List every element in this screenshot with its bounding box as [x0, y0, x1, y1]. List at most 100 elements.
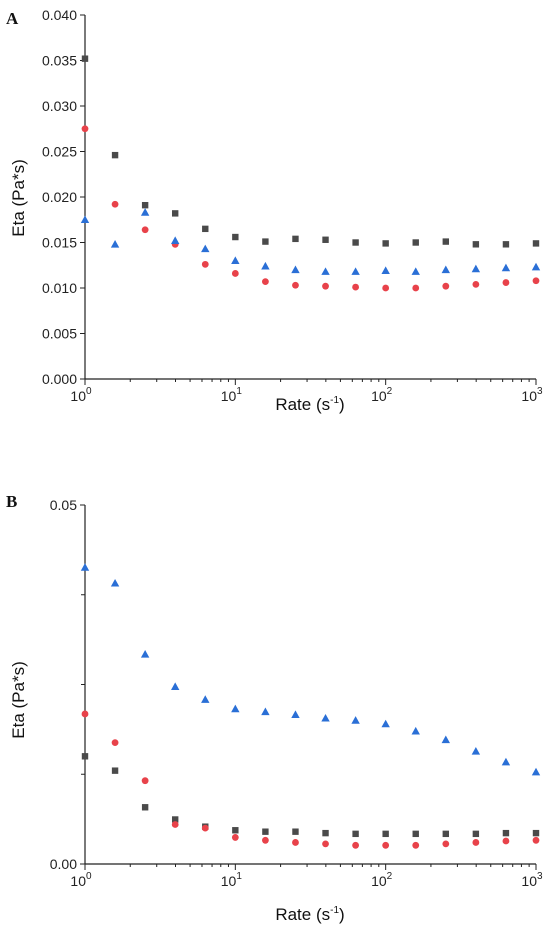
data-point-triangle: [501, 263, 511, 272]
data-point-triangle: [381, 266, 390, 275]
data-point-circle: [262, 836, 269, 844]
data-point-triangle: [110, 578, 120, 587]
data-point-square: [472, 241, 480, 248]
data-point-triangle: [501, 757, 511, 766]
data-point-triangle: [80, 563, 90, 571]
chart-panel-b: B 0.00 0.05 100 101 102 103 Rate (s-1) Eta (P…: [6, 492, 543, 924]
axes-a: 0.000 0.005 0.010 0.015 0.020 0.025 0.030 0.035…: [42, 7, 543, 404]
data-point-triangle: [471, 264, 481, 273]
y-tick-label: 0.025: [42, 144, 77, 160]
data-point-triangle: [321, 267, 330, 275]
data-point-square: [81, 753, 89, 760]
data-point-square: [472, 830, 480, 838]
y-tick-label: 0.015: [42, 235, 77, 251]
data-point-square: [202, 225, 209, 233]
data-point-circle: [141, 226, 149, 234]
x-tick-label: 103: [521, 386, 543, 404]
data-point-triangle: [531, 767, 541, 776]
chart-panel-a: A 0.0000.0050.0100.0150.0200.0250.0300.0…: [6, 7, 543, 414]
data-point-circle: [502, 837, 510, 845]
data-point-circle: [231, 270, 239, 277]
data-point-triangle: [321, 713, 330, 722]
data-point-square: [352, 239, 359, 246]
data-point-circle: [322, 282, 329, 290]
data-point-square: [141, 201, 149, 209]
data-point-square: [502, 241, 510, 248]
data-point-triangle: [140, 208, 150, 216]
x-tick-label: 101: [221, 871, 243, 889]
data-point-triangle: [411, 267, 420, 275]
data-point-square: [352, 830, 359, 838]
axes-b: 0.00 0.05 100 101 102 103: [50, 497, 543, 889]
x-tick-label: 102: [371, 871, 393, 889]
x-axis-label-a: Rate (s-1): [275, 395, 344, 414]
data-point-circle: [141, 777, 149, 785]
data-point-circle: [472, 280, 480, 288]
data-point-circle: [81, 125, 89, 133]
data-point-square: [532, 829, 540, 837]
data-point-circle: [292, 839, 299, 846]
data-point-triangle: [381, 719, 390, 728]
data-point-triangle: [201, 244, 210, 253]
data-point-circle: [352, 841, 360, 849]
data-point-square: [412, 239, 419, 246]
data-point-triangle: [140, 650, 150, 658]
data-point-triangle: [231, 704, 240, 713]
y-tick-label: 0.035: [42, 53, 77, 69]
data-point-triangle: [441, 735, 451, 744]
data-point-circle: [201, 260, 209, 268]
y-tick-label: 0.005: [42, 326, 77, 342]
x-axis-label-b: Rate (s-1): [275, 905, 344, 924]
data-point-square: [322, 829, 329, 837]
data-point-triangle: [291, 265, 300, 274]
data-point-square: [171, 210, 179, 217]
y-tick-label: 0.040: [42, 7, 77, 23]
data-point-triangle: [291, 710, 300, 718]
data-point-triangle: [351, 267, 360, 275]
data-point-triangle: [351, 716, 360, 724]
data-point-square: [81, 55, 89, 62]
data-point-circle: [292, 281, 299, 289]
data-point-triangle: [411, 726, 420, 735]
data-point-circle: [412, 284, 420, 292]
data-point-square: [262, 828, 269, 835]
data-point-circle: [382, 284, 390, 292]
data-point-circle: [472, 839, 480, 846]
data-point-circle: [231, 834, 239, 841]
data-point-square: [382, 830, 389, 838]
data-point-square: [502, 829, 510, 837]
data-point-triangle: [441, 265, 451, 274]
data-point-circle: [201, 824, 209, 832]
x-tick-label: 103: [521, 871, 543, 889]
data-point-circle: [382, 841, 390, 849]
data-point-circle: [532, 836, 540, 844]
y-tick-label: 0.000: [42, 371, 77, 387]
data-point-circle: [81, 710, 89, 718]
data-point-triangle: [170, 236, 180, 244]
data-point-square: [442, 238, 450, 245]
data-point-square: [292, 235, 299, 243]
data-points-b: [80, 563, 541, 849]
y-axis-label-b: Eta (Pa*s): [9, 661, 28, 738]
data-point-square: [111, 767, 119, 774]
data-point-square: [262, 238, 269, 245]
data-point-square: [232, 233, 239, 241]
x-tick-label: 100: [70, 871, 92, 889]
x-tick-label: 101: [221, 386, 243, 404]
data-point-triangle: [531, 262, 541, 271]
data-points-a: [80, 55, 541, 292]
data-point-circle: [502, 279, 510, 286]
data-point-triangle: [110, 240, 120, 248]
y-tick-label: 0.05: [50, 497, 77, 513]
data-point-square: [232, 827, 239, 834]
data-point-square: [322, 236, 329, 243]
data-point-circle: [322, 840, 329, 848]
data-point-circle: [171, 821, 179, 828]
data-point-circle: [111, 739, 119, 747]
y-tick-label: 0.010: [42, 280, 77, 296]
data-point-square: [111, 151, 119, 159]
data-point-square: [171, 816, 179, 823]
data-point-circle: [262, 278, 269, 286]
y-tick-label: 0.020: [42, 189, 77, 205]
